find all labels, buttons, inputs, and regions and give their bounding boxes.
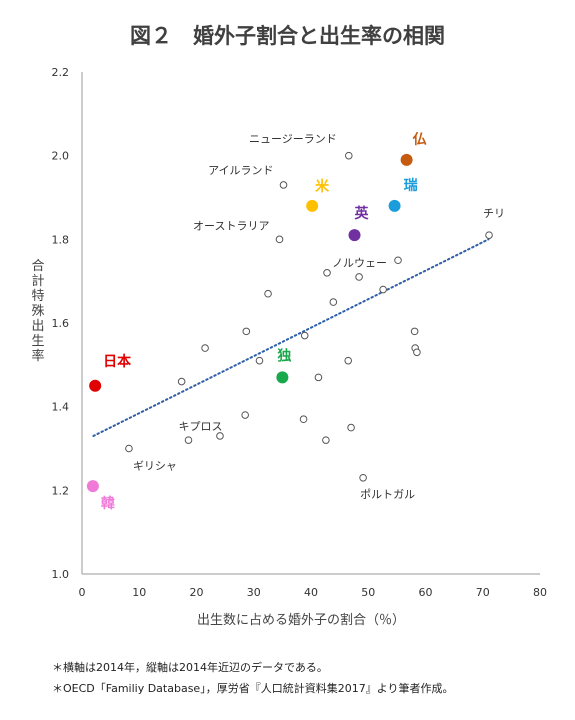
y-axis-label-char: 合 (31, 259, 44, 274)
point-label: ノルウェー (332, 256, 387, 269)
y-axis-label-char: 計 (31, 273, 44, 289)
y-tick-label: 1.6 (52, 317, 70, 330)
x-tick-label: 10 (132, 586, 146, 599)
highlight-label: 米 (315, 178, 330, 195)
highlighted-point (89, 379, 102, 392)
highlighted-point (388, 199, 401, 212)
data-point (255, 356, 264, 365)
chart-title: 図２ 婚外子割合と出生率の相関 (130, 24, 445, 48)
data-point (300, 331, 309, 340)
data-point (216, 432, 224, 440)
data-point (242, 327, 251, 336)
data-point (410, 327, 419, 336)
highlighted-point (86, 480, 99, 493)
highlighted-point (306, 199, 319, 212)
data-point (379, 285, 387, 294)
y-axis-label-char: 殊 (31, 304, 44, 319)
y-tick-label: 1.8 (52, 233, 70, 246)
highlight-label: 韓 (101, 495, 115, 512)
x-axis-label: 出生数に占める婚外子の割合（％） (197, 612, 405, 628)
footnote-1: ＊横軸は2014年，縦軸は2014年近辺のデータである。 (52, 661, 328, 674)
axes (81, 72, 540, 575)
x-tick-label: 20 (190, 586, 204, 599)
point-label: オーストラリア (193, 219, 269, 232)
point-label: ニュージーランド (249, 133, 337, 146)
data-point (323, 269, 331, 277)
x-tick-labels: 0 10 20 30 40 50 60 70 80 (79, 586, 548, 599)
data-point (184, 436, 193, 444)
highlight-label: 瑞 (404, 177, 418, 194)
y-tick-labels: 1.0 1.2 1.4 1.6 1.8 2.0 2.2 (52, 66, 70, 581)
x-tick-label: 70 (476, 586, 490, 599)
data-point (485, 231, 493, 239)
point-label: チリ (483, 207, 505, 220)
highlight-label: 日本 (103, 353, 132, 370)
data-point (299, 415, 308, 424)
x-tick-label: 0 (79, 586, 86, 599)
x-tick-label: 40 (304, 586, 318, 599)
data-point (279, 181, 288, 189)
y-tick-label: 2.2 (52, 66, 70, 79)
x-tick-label: 80 (533, 586, 547, 599)
point-label: アイルランド (208, 164, 273, 177)
point-label: キプロス (178, 420, 222, 433)
x-tick-label: 30 (247, 586, 261, 599)
y-axis-label-char: 率 (31, 348, 44, 364)
data-point (329, 298, 338, 306)
x-tick-label: 60 (419, 586, 433, 599)
data-point (125, 444, 133, 453)
highlight-label: 英 (354, 205, 370, 222)
point-label: ギリシャ (133, 460, 177, 473)
data-point (241, 411, 249, 419)
y-tick-label: 2.0 (52, 150, 70, 163)
data-point (344, 151, 353, 160)
data-point (347, 423, 355, 432)
highlighted-point (348, 229, 361, 242)
y-axis-label: 合計特殊出生率 (31, 259, 44, 364)
highlighted-point (276, 371, 289, 384)
highlighted-point (400, 153, 413, 166)
y-axis-label-char: 特 (31, 289, 44, 304)
data-point (264, 289, 272, 298)
data-point (201, 344, 209, 352)
data-point (177, 377, 186, 386)
data-point (322, 436, 330, 444)
point-label: ポルトガル (360, 488, 415, 501)
data-point (413, 348, 421, 357)
y-axis-label-char: 生 (31, 334, 44, 349)
data-point (314, 373, 323, 382)
highlight-label: 仏 (413, 132, 427, 148)
data-point (275, 235, 284, 244)
trend-line (92, 238, 490, 437)
footnote-2: ＊OECD「Familiy Database」，厚労省『人口統計資料集2017』… (52, 682, 454, 695)
scatter-plot: 1.01.21.41.61.82.02.2 0 10 20 30 40 50 60 70 80 … (31, 66, 548, 628)
data-point (344, 356, 353, 365)
data-point (355, 273, 363, 281)
x-tick-label: 50 (361, 586, 375, 599)
data-point (359, 473, 367, 482)
data-point (394, 256, 402, 265)
data-points (86, 151, 493, 493)
y-tick-label: 1.4 (52, 401, 70, 414)
highlight-label: 独 (277, 347, 291, 364)
y-tick-label: 1.0 (52, 568, 70, 581)
y-axis-label-char: 出 (31, 319, 44, 334)
y-tick-label: 1.2 (52, 484, 70, 497)
